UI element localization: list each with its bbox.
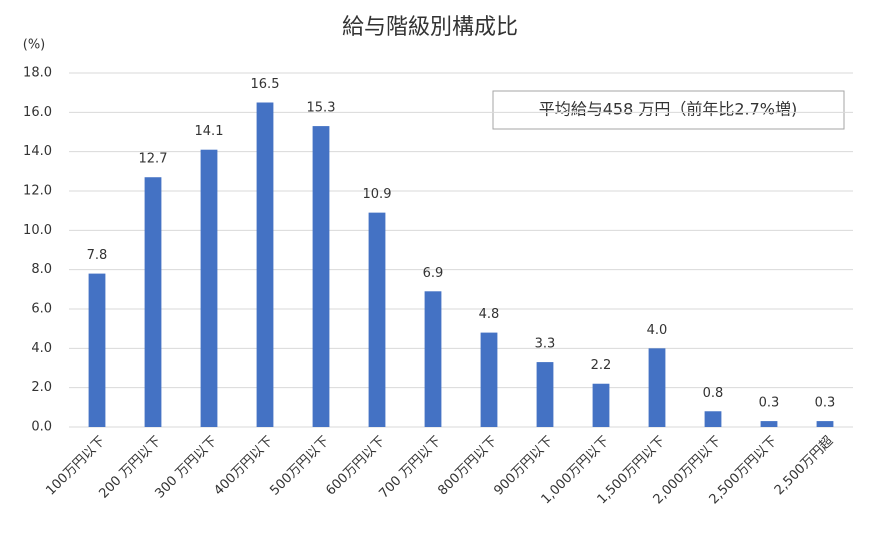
bar [424,291,442,427]
y-tick-label: 4.0 [31,341,52,356]
value-label: 12.7 [139,152,168,167]
y-tick-label: 2.0 [31,380,52,395]
annotation-box [492,90,845,130]
bar [592,383,610,427]
value-label: 2.2 [591,358,612,373]
value-label: 6.9 [423,266,444,281]
y-tick-label: 0.0 [31,420,52,435]
y-tick-label: 6.0 [31,302,52,317]
value-label: 4.0 [647,323,668,338]
y-tick-label: 18.0 [23,66,52,81]
value-label: 0.3 [759,396,780,411]
bar [816,421,834,427]
bar [648,348,666,427]
bar [200,149,218,427]
value-label: 0.3 [815,396,836,411]
bar [760,421,778,427]
y-tick-label: 8.0 [31,262,52,277]
bar [88,273,106,427]
bar [256,102,274,427]
value-label: 0.8 [703,386,724,401]
bar [536,362,554,427]
y-tick-label: 10.0 [23,223,52,238]
bar [368,212,386,427]
bar [144,177,162,427]
value-label: 7.8 [87,248,108,263]
bar [480,332,498,427]
y-tick-label: 12.0 [23,184,52,199]
value-label: 15.3 [307,101,336,116]
value-label: 10.9 [363,187,392,202]
value-label: 3.3 [535,337,556,352]
chart-title: 給与階級別構成比 [342,15,518,40]
y-tick-label: 16.0 [23,105,52,120]
value-label: 4.8 [479,307,500,322]
bar [312,126,330,427]
y-tick-label: 14.0 [23,144,52,159]
value-label: 14.1 [195,124,224,139]
value-label: 16.5 [251,77,280,92]
bar [704,411,722,427]
annotation: 平均給与458 万円（前年比2.7%増) [539,100,798,119]
y-axis-label: (%) [23,38,46,53]
